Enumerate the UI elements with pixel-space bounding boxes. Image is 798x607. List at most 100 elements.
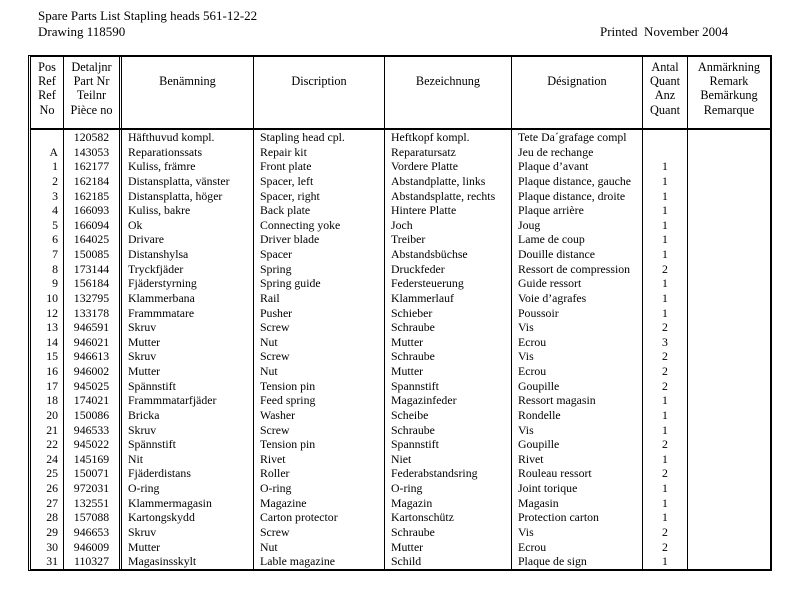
cell-pos: 8: [52, 261, 58, 276]
cell-discription: Spacer, left: [253, 173, 384, 189]
cell-benamning: Mutter: [119, 334, 253, 350]
cell-bezeichnung: Niet: [384, 451, 511, 467]
cell-pos: 21: [46, 422, 58, 437]
cell-benamning: Fjäderstyrning: [119, 276, 253, 291]
column-header-qty: Antal Quant Anz Quant: [642, 57, 687, 128]
column-header-discription: Discription: [253, 57, 384, 128]
cell-designation: Joint torique: [511, 481, 642, 496]
cell-part: 945022: [63, 437, 119, 452]
cell-qty: 1: [642, 393, 687, 408]
cell-qty: 1: [642, 481, 687, 496]
cell-pos: 17: [46, 378, 58, 393]
table-row: 18 174021 Frammmatarfjäder Feed spring Magaz…: [31, 393, 770, 408]
cell-discription: Tension pin: [253, 378, 384, 394]
table-row: 30 946009 Mutter Nut Mutter Ecrou 2: [31, 539, 770, 555]
cell-discription: Lable magazine: [253, 554, 384, 569]
cell-benamning: Reparationssats: [119, 144, 253, 160]
cell-qty: 1: [642, 276, 687, 291]
cell-benamning: Frammmatare: [119, 305, 253, 321]
cell-part: 166093: [63, 203, 119, 218]
cell-benamning: Klammerbana: [119, 290, 253, 306]
column-header-part: Detaljnr Part Nr Teilnr Pièce no: [63, 57, 119, 128]
cell-benamning: Spännstift: [119, 378, 253, 394]
cell-part: 120582: [63, 130, 119, 145]
column-header-bezeichnung: Bezeichnung: [384, 57, 511, 128]
table-row: 16 946002 Mutter Nut Mutter Ecrou 2: [31, 364, 770, 379]
cell-discription: Spring: [253, 261, 384, 277]
cell-pos: 4: [52, 203, 58, 218]
cell-discription: Spacer: [253, 247, 384, 262]
cell-qty: 1: [642, 305, 687, 321]
cell-pos: 26: [46, 481, 58, 495]
cell-remark: [687, 159, 770, 174]
cell-discription: Driver blade: [253, 232, 384, 247]
cell-remark: [687, 407, 770, 423]
column-header-pos: Pos Ref Ref No: [38, 60, 56, 117]
document-title: Spare Parts List Stapling heads 561-12-2…: [38, 8, 258, 23]
cell-part: 946653: [63, 524, 119, 540]
table-row: 27 132551 Klammermagasin Magazine Magazin Mag…: [31, 495, 770, 511]
cell-benamning: Häfthuvud kompl.: [119, 130, 253, 145]
cell-part: 946002: [63, 364, 119, 379]
cell-qty: 2: [642, 320, 687, 335]
table-body: 120582 Häfthuvud kompl. Stapling head cpl.…: [31, 130, 770, 569]
cell-bezeichnung: Klammerlauf: [384, 290, 511, 306]
table-row: 2 162184 Distansplatta, vänster Spacer, lef…: [31, 173, 770, 189]
cell-designation: Douille distance: [511, 247, 642, 262]
cell-remark: [687, 203, 770, 218]
cell-benamning: Mutter: [119, 539, 253, 555]
cell-remark: [687, 173, 770, 189]
cell-discription: Stapling head cpl.: [253, 130, 384, 145]
cell-designation: Plaque de sign: [511, 554, 642, 569]
cell-designation: Poussoir: [511, 305, 642, 321]
spare-parts-table: Pos Ref Ref No Detaljnr Part Nr Teilnr Pi…: [28, 55, 772, 571]
cell-qty: 2: [642, 524, 687, 540]
cell-remark: [687, 261, 770, 277]
cell-pos: 22: [46, 437, 58, 452]
cell-qty: 1: [642, 232, 687, 247]
cell-discription: Roller: [253, 466, 384, 481]
cell-bezeichnung: Vordere Platte: [384, 159, 511, 174]
cell-pos: 27: [46, 495, 58, 510]
cell-remark: [687, 276, 770, 291]
cell-bezeichnung: Hintere Platte: [384, 203, 511, 218]
cell-discription: Nut: [253, 539, 384, 555]
cell-part: 162184: [63, 173, 119, 189]
cell-pos: 14: [46, 334, 58, 349]
cell-qty: 1: [642, 407, 687, 423]
cell-designation: Ressort de compression: [511, 261, 642, 277]
cell-qty: 1: [642, 247, 687, 262]
cell-designation: Vis: [511, 349, 642, 364]
cell-designation: Plaque d’avant: [511, 159, 642, 174]
cell-bezeichnung: Kartonschütz: [384, 510, 511, 525]
cell-designation: Vis: [511, 524, 642, 540]
cell-designation: Ecrou: [511, 334, 642, 350]
cell-qty: 2: [642, 437, 687, 452]
cell-designation: Goupille: [511, 437, 642, 452]
cell-discription: Front plate: [253, 159, 384, 174]
cell-part: 162185: [63, 188, 119, 204]
cell-part: 132795: [63, 290, 119, 306]
cell-benamning: Skruv: [119, 349, 253, 364]
cell-qty: 2: [642, 539, 687, 555]
cell-discription: O-ring: [253, 481, 384, 496]
table-row: 7 150085 Distanshylsa Spacer Abstandsbüchse D…: [31, 247, 770, 262]
cell-discription: Connecting yoke: [253, 217, 384, 233]
cell-pos: 10: [46, 290, 58, 305]
table-row: 5 166094 Ok Connecting yoke Joch Joug 1: [31, 217, 770, 233]
cell-pos: 24: [46, 451, 58, 466]
cell-benamning: Drivare: [119, 232, 253, 247]
table-row: 1 162177 Kuliss, främre Front plate Vordere …: [31, 159, 770, 174]
printed-date: Printed November 2004: [600, 24, 729, 39]
cell-benamning: Spännstift: [119, 437, 253, 452]
cell-pos: [31, 130, 63, 145]
table-row: 29 946653 Skruv Screw Schraube Vis 2: [31, 524, 770, 540]
cell-benamning: Kuliss, främre: [119, 159, 253, 174]
cell-benamning: Mutter: [119, 364, 253, 379]
cell-designation: Guide ressort: [511, 276, 642, 291]
cell-benamning: Skruv: [119, 320, 253, 335]
cell-bezeichnung: Spannstift: [384, 437, 511, 452]
cell-part: 143053: [63, 144, 119, 160]
table-row: 26 972031 O-ring O-ring O-ring Joint torique 1: [31, 481, 770, 496]
cell-designation: Plaque distance, gauche: [511, 173, 642, 189]
